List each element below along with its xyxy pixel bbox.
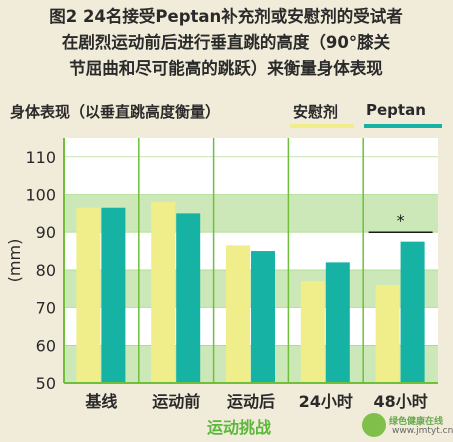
x-tick-label: 运动后 [227,392,275,411]
legend-label-peptan: Peptan [366,101,426,119]
bar-peptan [251,251,275,383]
bar-peptan [176,213,201,383]
watermark-line1: 绿色健康在线 [389,417,444,427]
plot-band-top [64,138,438,157]
category-group-label: 运动挑战 [207,418,271,437]
legend-label-placebo: 安慰剂 [293,103,339,121]
bar-placebo [300,281,325,383]
bar-placebo [226,245,250,383]
y-tick-label: 90 [36,223,56,242]
chart-title: 图2 24名接受Peptan补充剂或安慰剂的受试者 在剧烈运动前后进行垂直跳的高… [49,7,403,78]
legend-swatch-peptan [364,124,442,128]
plot-band [64,194,438,233]
y-tick-label: 100 [25,186,56,205]
bar-peptan [400,241,425,383]
x-tick-label: 基线 [84,392,117,411]
bar-placebo [76,207,101,383]
y-tick-label: 60 [36,336,56,355]
bar-placebo [151,202,176,383]
watermark-line2: www.jmtyt.cn [392,426,453,436]
watermark-logo-icon [362,413,386,437]
y-tick-label: 110 [25,148,56,167]
x-tick-label: 24小时 [299,392,353,411]
x-tick-label: 运动前 [152,392,200,411]
legend-swatch-placebo [290,124,354,128]
bar-peptan [325,262,350,383]
watermark: 绿色健康在线 www.jmtyt.cn [362,413,453,439]
chart-subtitle: 身体表现（以垂直跳高度衡量） [10,103,221,121]
y-tick-label: 50 [36,374,56,393]
x-tick-label: 48小时 [373,392,427,411]
significance-star: * [397,211,405,230]
legend-entry-peptan: Peptan [366,101,426,119]
bar-peptan [101,207,126,383]
y-tick-label: 70 [36,299,56,318]
y-tick-label: 80 [36,261,56,280]
legend-entry-placebo: 安慰剂 [293,101,338,122]
bar-placebo [375,285,400,383]
y-axis-label: (mm) [5,239,24,283]
